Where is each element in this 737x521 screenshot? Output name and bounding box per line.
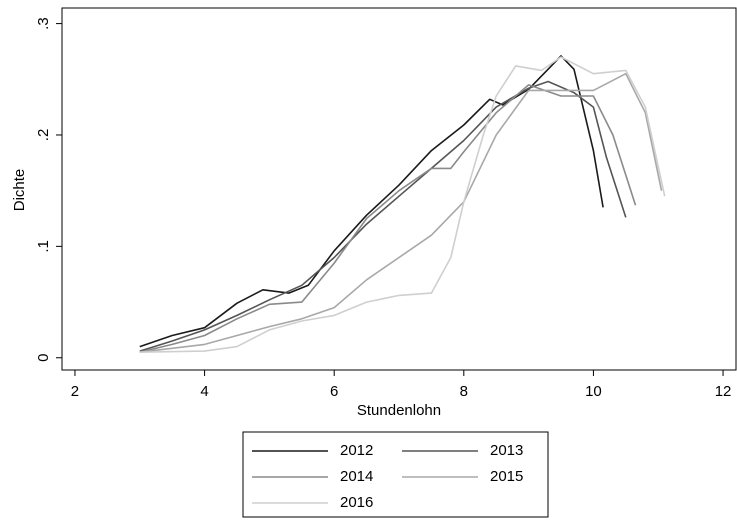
density-line [139,55,604,348]
legend-label: 2012 [340,442,373,459]
y-tick-label: 0 [35,354,52,362]
x-axis-label: Stundenlohn [357,402,441,419]
y-tick-label: .3 [35,17,52,30]
legend-label: 2016 [340,494,373,511]
x-tick-label: 10 [585,383,602,400]
density-line [139,84,637,353]
y-tick-label: .1 [35,240,52,253]
legend-label: 2015 [490,468,523,485]
legend-label: 2014 [340,468,373,485]
x-tick-label: 8 [460,383,468,400]
plot-frame [61,7,737,371]
x-tick-label: 12 [715,383,732,400]
y-tick-label: .2 [35,129,52,142]
y-axis-label: Dichte [11,169,28,212]
density-line [139,80,627,352]
legend-label: 2013 [490,442,523,459]
density-line [139,72,663,353]
density-line [139,56,666,353]
x-tick-label: 2 [71,383,79,400]
x-tick-label: 4 [200,383,208,400]
x-tick-label: 6 [330,383,338,400]
